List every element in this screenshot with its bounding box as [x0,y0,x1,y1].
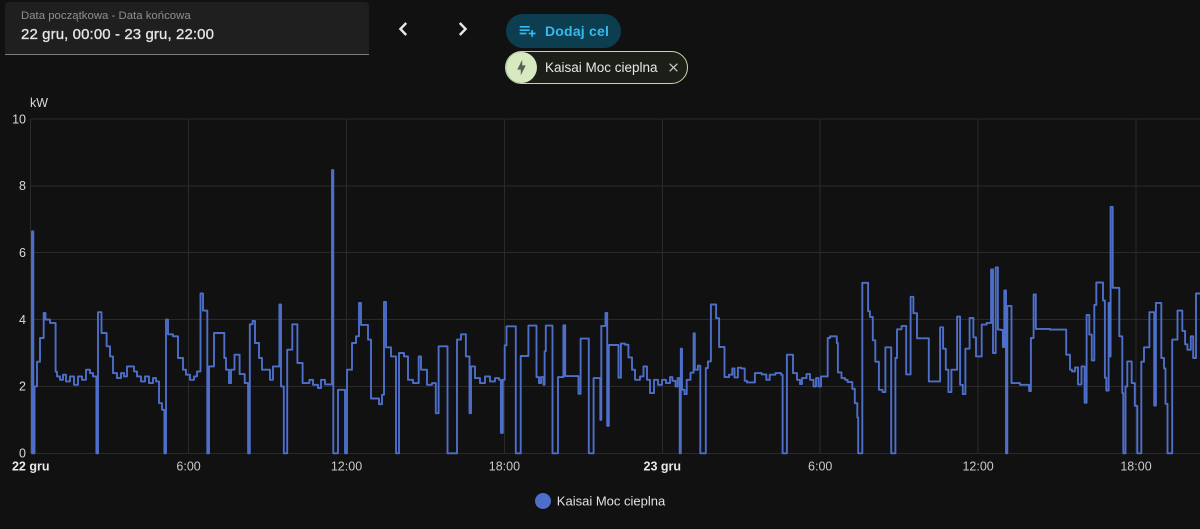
svg-text:0: 0 [19,447,26,461]
svg-text:22 gru: 22 gru [12,460,50,474]
svg-text:kW: kW [30,96,48,110]
svg-text:23 gru: 23 gru [644,460,682,474]
svg-text:12:00: 12:00 [962,460,993,474]
svg-text:2: 2 [19,380,26,394]
svg-text:6:00: 6:00 [176,460,200,474]
svg-text:10: 10 [12,112,26,126]
svg-text:18:00: 18:00 [1120,460,1151,474]
svg-text:8: 8 [19,179,26,193]
svg-text:18:00: 18:00 [489,460,520,474]
svg-text:6: 6 [19,246,26,260]
svg-text:12:00: 12:00 [331,460,362,474]
svg-text:6:00: 6:00 [808,460,832,474]
svg-text:4: 4 [19,313,26,327]
